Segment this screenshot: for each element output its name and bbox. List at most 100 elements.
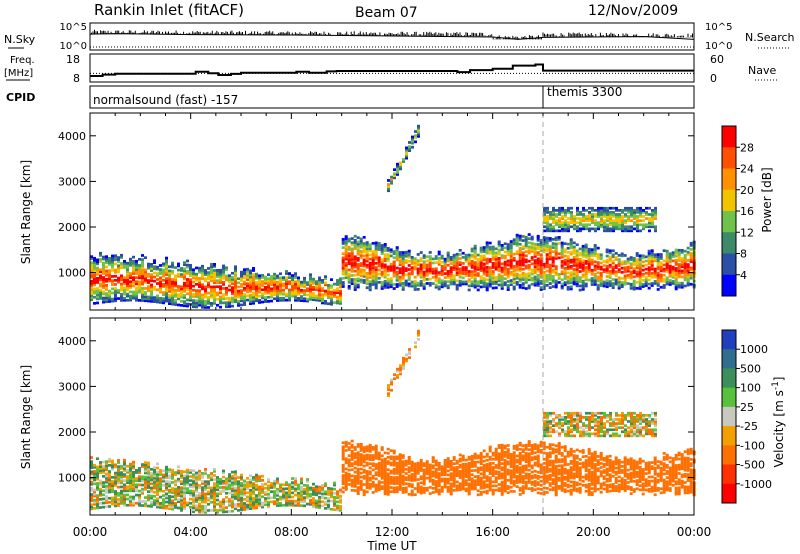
heatmap-cell bbox=[341, 246, 345, 249]
heatmap-cell bbox=[126, 266, 129, 269]
heatmap-cell bbox=[222, 281, 225, 284]
heatmap-cell bbox=[144, 469, 147, 473]
heatmap-cell bbox=[609, 206, 612, 210]
heatmap-cell bbox=[350, 482, 354, 486]
heatmap-cell bbox=[243, 293, 246, 296]
heatmap-cell bbox=[356, 252, 360, 256]
heatmap-cell bbox=[404, 255, 408, 258]
heatmap-cell bbox=[518, 242, 522, 246]
heatmap-cell bbox=[615, 227, 618, 231]
heatmap-cell bbox=[611, 271, 615, 275]
heatmap-cell bbox=[222, 287, 225, 290]
heatmap-cell bbox=[518, 249, 522, 252]
heatmap-cell bbox=[330, 286, 333, 290]
freq-unit-label: [MHz] bbox=[4, 68, 33, 79]
heatmap-cell bbox=[180, 496, 183, 500]
heatmap-cell bbox=[587, 258, 591, 261]
heatmap-cell bbox=[255, 477, 258, 481]
heatmap-cell bbox=[180, 304, 183, 307]
heatmap-cell bbox=[356, 265, 360, 268]
heatmap-cell bbox=[404, 283, 408, 287]
heatmap-cell bbox=[630, 229, 633, 233]
heatmap-cell bbox=[141, 286, 144, 290]
heatmap-cell bbox=[114, 477, 117, 481]
heatmap-cell bbox=[588, 217, 591, 220]
heatmap-cell bbox=[401, 489, 405, 492]
heatmap-cell bbox=[288, 276, 291, 279]
heatmap-cell bbox=[111, 498, 114, 502]
heatmap-cell bbox=[356, 248, 360, 252]
heatmap-cell bbox=[189, 270, 192, 273]
heatmap-cell bbox=[120, 295, 123, 298]
heatmap-cell bbox=[243, 487, 246, 491]
heatmap-cell bbox=[132, 460, 135, 464]
heatmap-cell bbox=[449, 262, 453, 265]
heatmap-cell bbox=[309, 503, 312, 506]
heatmap-cell bbox=[461, 270, 465, 273]
heatmap-cell bbox=[285, 286, 288, 290]
heatmap-cell bbox=[114, 262, 117, 266]
heatmap-cell bbox=[219, 277, 222, 280]
heatmap-cell bbox=[575, 261, 579, 265]
heatmap-cell bbox=[90, 456, 93, 459]
heatmap-cell bbox=[651, 209, 654, 212]
heatmap-cell bbox=[228, 305, 231, 308]
heatmap-cell bbox=[521, 239, 525, 242]
heatmap-cell bbox=[389, 262, 393, 266]
heatmap-cell bbox=[659, 257, 663, 260]
heatmap-cell bbox=[347, 472, 351, 476]
heatmap-cell bbox=[506, 284, 510, 287]
heatmap-cell bbox=[126, 274, 129, 277]
heatmap-cell bbox=[488, 276, 492, 280]
heatmap-cell bbox=[662, 269, 666, 273]
heatmap-cell bbox=[156, 271, 159, 275]
heatmap-cell bbox=[213, 287, 216, 291]
heatmap-cell bbox=[99, 270, 102, 274]
heatmap-cell bbox=[356, 273, 360, 277]
heatmap-cell bbox=[350, 261, 354, 265]
heatmap-cell bbox=[204, 269, 207, 272]
heatmap-cell bbox=[365, 472, 369, 475]
heatmap-cell bbox=[389, 254, 393, 258]
heatmap-cell bbox=[494, 282, 498, 285]
heatmap-cell bbox=[368, 450, 372, 453]
heatmap-cell bbox=[261, 485, 264, 488]
heatmap-cell bbox=[590, 277, 594, 280]
heatmap-cell bbox=[359, 459, 363, 463]
heatmap-cell bbox=[341, 272, 345, 276]
heatmap-cell bbox=[249, 501, 252, 504]
heatmap-cell bbox=[582, 219, 585, 222]
heatmap-cell bbox=[162, 293, 165, 296]
heatmap-cell bbox=[165, 279, 168, 282]
heatmap-cell bbox=[543, 213, 546, 216]
heatmap-cell bbox=[180, 482, 183, 485]
heatmap-cell bbox=[141, 489, 144, 493]
heatmap-cell bbox=[153, 466, 156, 469]
heatmap-cell bbox=[234, 281, 237, 285]
heatmap-cell bbox=[467, 278, 471, 281]
heatmap-cell bbox=[150, 478, 153, 481]
heatmap-cell bbox=[344, 475, 348, 479]
heatmap-cell bbox=[294, 489, 297, 493]
heatmap-cell bbox=[371, 456, 375, 459]
heatmap-cell bbox=[162, 283, 165, 286]
heatmap-cell bbox=[446, 276, 450, 279]
heatmap-cell bbox=[377, 461, 381, 465]
heatmap-cell bbox=[677, 273, 681, 277]
heatmap-cell bbox=[488, 247, 492, 251]
heatmap-cell bbox=[389, 469, 393, 473]
heatmap-cell bbox=[398, 461, 402, 465]
heatmap-cell bbox=[452, 276, 456, 280]
heatmap-cell bbox=[629, 282, 633, 286]
heatmap-cell bbox=[566, 263, 570, 266]
heatmap-cell bbox=[240, 283, 243, 286]
heatmap-cell bbox=[393, 174, 396, 178]
heatmap-cell bbox=[156, 479, 159, 482]
heatmap-cell bbox=[642, 227, 645, 231]
heatmap-cell bbox=[297, 504, 300, 507]
heatmap-cell bbox=[252, 490, 255, 494]
heatmap-cell bbox=[180, 287, 183, 291]
heatmap-cell bbox=[485, 274, 489, 277]
heatmap-cell bbox=[368, 456, 372, 459]
heatmap-cell bbox=[213, 289, 216, 293]
